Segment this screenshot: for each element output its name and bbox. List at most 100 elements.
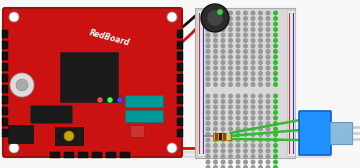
Circle shape: [251, 44, 256, 49]
Circle shape: [266, 71, 270, 76]
Circle shape: [220, 60, 225, 65]
Circle shape: [228, 22, 233, 27]
Circle shape: [273, 143, 278, 148]
Circle shape: [258, 159, 263, 164]
Circle shape: [220, 143, 225, 148]
Circle shape: [266, 143, 270, 148]
Circle shape: [266, 22, 270, 27]
Bar: [213, 133, 231, 140]
Circle shape: [258, 121, 263, 126]
Circle shape: [220, 149, 225, 154]
Circle shape: [167, 143, 177, 153]
Circle shape: [243, 99, 248, 104]
Circle shape: [251, 22, 256, 27]
Circle shape: [243, 127, 248, 132]
Circle shape: [266, 121, 270, 126]
Circle shape: [258, 60, 263, 65]
Circle shape: [243, 82, 248, 87]
Bar: [125, 110, 163, 122]
Circle shape: [266, 154, 270, 159]
Circle shape: [251, 104, 256, 110]
Circle shape: [243, 10, 248, 15]
Bar: [197, 10, 205, 156]
Circle shape: [243, 60, 248, 65]
Circle shape: [206, 132, 211, 137]
Circle shape: [206, 127, 211, 132]
Circle shape: [228, 10, 233, 15]
Circle shape: [251, 149, 256, 154]
Circle shape: [243, 22, 248, 27]
Circle shape: [213, 116, 218, 120]
Circle shape: [213, 66, 218, 71]
Circle shape: [266, 32, 270, 37]
Circle shape: [97, 97, 103, 103]
Bar: [227, 133, 230, 140]
Circle shape: [251, 82, 256, 87]
Circle shape: [243, 54, 248, 59]
Bar: [177, 96, 183, 104]
Circle shape: [266, 132, 270, 137]
Circle shape: [206, 143, 211, 148]
Circle shape: [258, 66, 263, 71]
Circle shape: [220, 10, 225, 15]
Circle shape: [235, 104, 240, 110]
Circle shape: [213, 121, 218, 126]
Circle shape: [213, 137, 218, 142]
Circle shape: [10, 73, 34, 97]
Bar: [50, 152, 60, 158]
Circle shape: [220, 54, 225, 59]
Circle shape: [213, 49, 218, 54]
Circle shape: [201, 4, 229, 32]
Circle shape: [273, 149, 278, 154]
Circle shape: [273, 127, 278, 132]
Circle shape: [273, 76, 278, 81]
Circle shape: [266, 54, 270, 59]
Circle shape: [258, 82, 263, 87]
Bar: [2, 63, 8, 71]
Circle shape: [258, 54, 263, 59]
Circle shape: [228, 16, 233, 21]
Circle shape: [9, 143, 19, 153]
Bar: [2, 52, 8, 60]
Circle shape: [266, 165, 270, 168]
Circle shape: [220, 16, 225, 21]
Circle shape: [235, 127, 240, 132]
Circle shape: [220, 132, 225, 137]
Circle shape: [228, 54, 233, 59]
Circle shape: [258, 16, 263, 21]
Bar: [177, 63, 183, 71]
Circle shape: [251, 10, 256, 15]
Circle shape: [167, 12, 177, 22]
Circle shape: [273, 44, 278, 49]
Circle shape: [243, 32, 248, 37]
Circle shape: [258, 104, 263, 110]
Circle shape: [213, 27, 218, 32]
Circle shape: [213, 143, 218, 148]
Circle shape: [258, 38, 263, 43]
Circle shape: [206, 66, 211, 71]
Circle shape: [273, 22, 278, 27]
Bar: [2, 96, 8, 104]
Circle shape: [266, 76, 270, 81]
Circle shape: [266, 110, 270, 115]
Circle shape: [251, 137, 256, 142]
Circle shape: [213, 71, 218, 76]
Circle shape: [266, 82, 270, 87]
Circle shape: [228, 149, 233, 154]
Circle shape: [235, 116, 240, 120]
Circle shape: [235, 71, 240, 76]
Circle shape: [220, 76, 225, 81]
Circle shape: [243, 104, 248, 110]
Circle shape: [235, 54, 240, 59]
Circle shape: [220, 99, 225, 104]
Circle shape: [206, 110, 211, 115]
Circle shape: [213, 94, 218, 98]
Circle shape: [228, 38, 233, 43]
Circle shape: [228, 99, 233, 104]
Circle shape: [258, 99, 263, 104]
Circle shape: [228, 94, 233, 98]
Circle shape: [220, 127, 225, 132]
Circle shape: [220, 44, 225, 49]
Circle shape: [273, 154, 278, 159]
Circle shape: [258, 49, 263, 54]
